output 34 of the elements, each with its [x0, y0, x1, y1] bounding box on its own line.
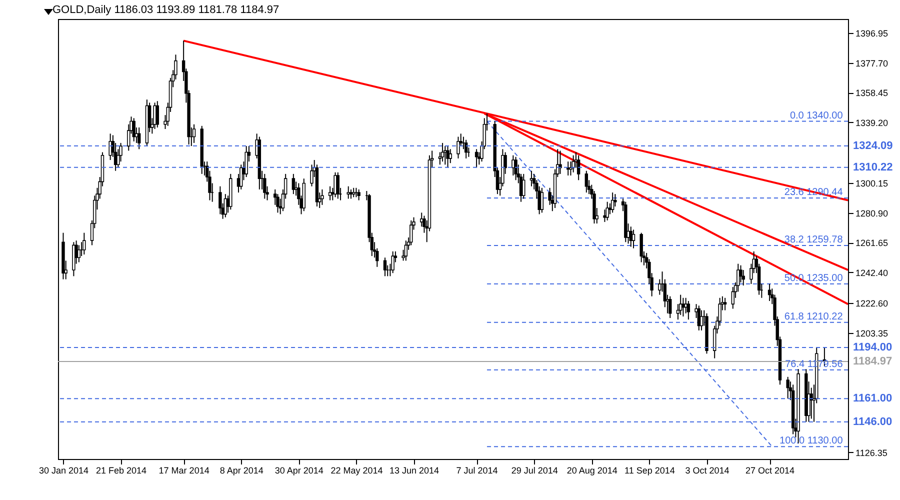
ref-line-label: 1184.97 [853, 355, 892, 368]
y-tick-label: 1203.35 [856, 328, 888, 338]
ref-line-label: 1161.00 [853, 392, 892, 405]
y-tick-label: 1261.65 [856, 238, 888, 248]
annotation: 38.2 1259.78 [784, 234, 844, 246]
annotation: 0.0 1340.00 [790, 110, 844, 122]
ref-line-label: 1146.00 [853, 416, 892, 428]
x-tick-label: 21 Feb 2014 [96, 466, 147, 476]
x-tick-label: 7 Jul 2014 [456, 466, 498, 476]
x-tick-label: 27 Oct 2014 [746, 466, 795, 476]
x-tick-label: 20 Aug 2014 [566, 466, 618, 476]
y-tick-label: 1222.60 [856, 298, 888, 309]
annotation: 61.8 1210.22 [784, 311, 844, 322]
x-tick-label: 30 Jan 2014 [38, 466, 89, 476]
y-tick-label: 1377.70 [856, 58, 888, 68]
x-tick-label: 11 Sep 2014 [624, 466, 675, 476]
x-tick-label: 8 Apr 2014 [220, 466, 264, 476]
ref-line-label: 1310.22 [853, 161, 893, 174]
y-tick-label: 1300.15 [856, 178, 888, 188]
y-tick-label: 1242.40 [856, 268, 888, 278]
x-tick-label: 3 Oct 2014 [685, 466, 730, 476]
y-tick-label: 1126.35 [856, 448, 888, 458]
x-tick-label: 22 May 2014 [330, 466, 383, 476]
x-tick-label: 13 Jun 2014 [389, 466, 440, 476]
y-tick-label: 1396.95 [856, 28, 888, 39]
y-tick-label: 1280.90 [856, 208, 888, 218]
x-tick-label: 29 Jul 2014 [511, 466, 558, 476]
ref-line-label: 1324.09 [853, 140, 893, 152]
chart-title: GOLD,Daily 1186.03 1193.89 1181.78 1184.97 [52, 4, 280, 16]
x-tick-label: 17 Mar 2014 [158, 466, 210, 476]
y-tick-label: 1339.20 [856, 118, 888, 128]
ref-line-label: 1194.00 [853, 341, 892, 354]
x-tick-label: 30 Apr 2014 [274, 466, 324, 476]
y-tick-label: 1358.45 [856, 88, 888, 98]
